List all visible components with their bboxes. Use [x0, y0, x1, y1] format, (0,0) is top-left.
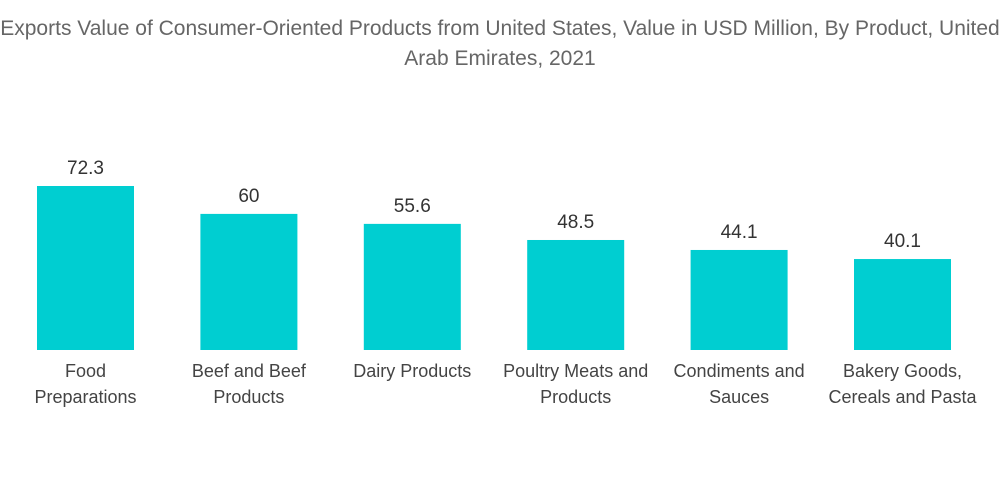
bar — [690, 249, 788, 350]
data-label: 40.1 — [884, 231, 921, 252]
bar — [200, 213, 298, 350]
bar — [363, 223, 461, 350]
category-label: Condiments and — [674, 361, 805, 381]
bar — [527, 239, 625, 350]
category-label: Preparations — [34, 387, 136, 407]
category-label: Food — [65, 361, 106, 381]
category-label: Beef and Beef — [192, 361, 307, 381]
category-label: Bakery Goods, — [843, 361, 962, 381]
bar — [37, 186, 134, 350]
data-label: 60 — [238, 186, 259, 207]
data-label: 55.6 — [394, 196, 431, 217]
category-label: Products — [213, 387, 284, 407]
bar — [854, 259, 951, 350]
data-label: 44.1 — [721, 222, 758, 243]
data-label: 48.5 — [557, 212, 594, 233]
category-label: Cereals and Pasta — [828, 387, 977, 407]
chart-title: Exports Value of Consumer-Oriented Produ… — [0, 17, 1000, 70]
category-label: Sauces — [709, 387, 769, 407]
category-label: Poultry Meats and — [503, 361, 648, 381]
data-label: 72.3 — [67, 158, 104, 179]
category-label: Products — [540, 387, 611, 407]
category-label: Dairy Products — [353, 361, 471, 381]
